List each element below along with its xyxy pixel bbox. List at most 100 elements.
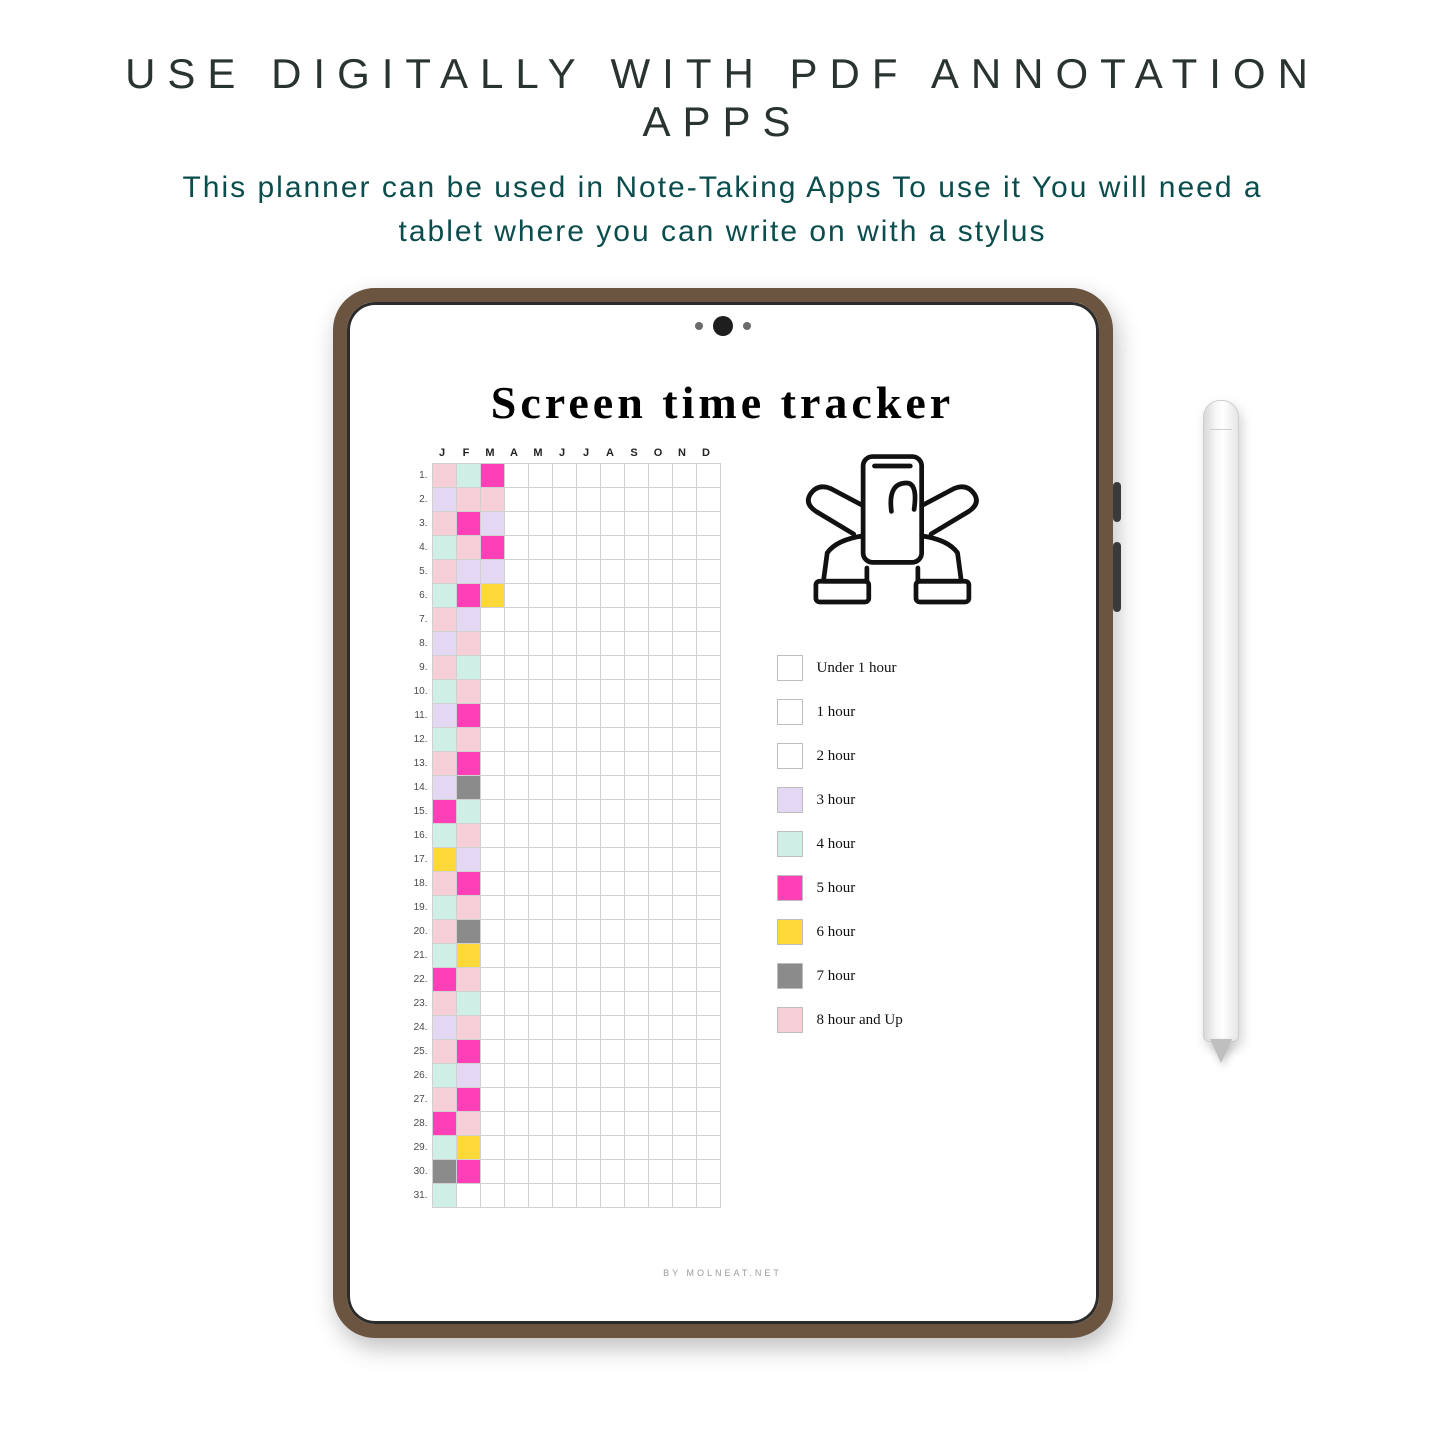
tracker-cell[interactable] [456, 488, 480, 512]
tracker-cell[interactable] [624, 920, 648, 944]
tracker-cell[interactable] [504, 656, 528, 680]
tracker-cell[interactable] [648, 824, 672, 848]
tracker-cell[interactable] [600, 584, 624, 608]
tracker-cell[interactable] [504, 1184, 528, 1208]
tracker-cell[interactable] [600, 848, 624, 872]
tracker-cell[interactable] [576, 920, 600, 944]
tracker-cell[interactable] [672, 1160, 696, 1184]
tracker-cell[interactable] [456, 896, 480, 920]
tracker-cell[interactable] [552, 1088, 576, 1112]
tracker-cell[interactable] [624, 608, 648, 632]
tracker-cell[interactable] [552, 584, 576, 608]
tracker-cell[interactable] [552, 680, 576, 704]
tracker-cell[interactable] [576, 656, 600, 680]
tracker-cell[interactable] [456, 560, 480, 584]
tracker-cell[interactable] [576, 728, 600, 752]
tracker-cell[interactable] [504, 824, 528, 848]
tracker-cell[interactable] [624, 1040, 648, 1064]
tracker-cell[interactable] [648, 704, 672, 728]
tracker-cell[interactable] [432, 992, 456, 1016]
tracker-cell[interactable] [648, 968, 672, 992]
tracker-cell[interactable] [552, 1136, 576, 1160]
tracker-cell[interactable] [432, 1160, 456, 1184]
tracker-cell[interactable] [528, 680, 552, 704]
tracker-cell[interactable] [600, 680, 624, 704]
tracker-cell[interactable] [456, 1064, 480, 1088]
tracker-cell[interactable] [672, 512, 696, 536]
tracker-cell[interactable] [528, 704, 552, 728]
tracker-cell[interactable] [696, 728, 720, 752]
tracker-cell[interactable] [480, 920, 504, 944]
tracker-cell[interactable] [432, 848, 456, 872]
tracker-cell[interactable] [576, 896, 600, 920]
tracker-cell[interactable] [648, 608, 672, 632]
tracker-cell[interactable] [480, 512, 504, 536]
tracker-cell[interactable] [696, 992, 720, 1016]
tracker-cell[interactable] [576, 992, 600, 1016]
tracker-cell[interactable] [624, 872, 648, 896]
tracker-cell[interactable] [576, 680, 600, 704]
tracker-cell[interactable] [672, 1064, 696, 1088]
tracker-cell[interactable] [576, 536, 600, 560]
tracker-cell[interactable] [432, 1064, 456, 1088]
tracker-cell[interactable] [480, 944, 504, 968]
tracker-cell[interactable] [672, 824, 696, 848]
tracker-cell[interactable] [648, 728, 672, 752]
tracker-cell[interactable] [648, 800, 672, 824]
tracker-cell[interactable] [600, 464, 624, 488]
tracker-cell[interactable] [648, 512, 672, 536]
tracker-cell[interactable] [600, 752, 624, 776]
tracker-cell[interactable] [600, 1040, 624, 1064]
tracker-cell[interactable] [672, 560, 696, 584]
tracker-cell[interactable] [552, 920, 576, 944]
tracker-cell[interactable] [696, 896, 720, 920]
tracker-cell[interactable] [528, 560, 552, 584]
tracker-cell[interactable] [552, 872, 576, 896]
tracker-cell[interactable] [552, 1064, 576, 1088]
tracker-cell[interactable] [624, 560, 648, 584]
tracker-cell[interactable] [672, 464, 696, 488]
tracker-cell[interactable] [528, 1160, 552, 1184]
tracker-cell[interactable] [672, 776, 696, 800]
tracker-cell[interactable] [480, 704, 504, 728]
tracker-cell[interactable] [480, 656, 504, 680]
tracker-cell[interactable] [480, 800, 504, 824]
tracker-cell[interactable] [576, 824, 600, 848]
tracker-cell[interactable] [624, 536, 648, 560]
tracker-cell[interactable] [672, 1040, 696, 1064]
tracker-cell[interactable] [504, 992, 528, 1016]
tracker-cell[interactable] [504, 1160, 528, 1184]
tracker-cell[interactable] [624, 704, 648, 728]
tracker-cell[interactable] [480, 632, 504, 656]
tracker-cell[interactable] [432, 800, 456, 824]
tracker-cell[interactable] [480, 872, 504, 896]
tracker-cell[interactable] [528, 848, 552, 872]
tracker-cell[interactable] [600, 656, 624, 680]
tracker-cell[interactable] [624, 992, 648, 1016]
tracker-cell[interactable] [624, 776, 648, 800]
tracker-cell[interactable] [432, 608, 456, 632]
tracker-cell[interactable] [648, 920, 672, 944]
tracker-cell[interactable] [600, 1184, 624, 1208]
tracker-cell[interactable] [648, 848, 672, 872]
tracker-cell[interactable] [648, 1136, 672, 1160]
tracker-cell[interactable] [456, 1160, 480, 1184]
tracker-cell[interactable] [672, 752, 696, 776]
tracker-cell[interactable] [552, 848, 576, 872]
tracker-cell[interactable] [624, 512, 648, 536]
tracker-cell[interactable] [696, 824, 720, 848]
tracker-cell[interactable] [432, 680, 456, 704]
tracker-cell[interactable] [696, 1040, 720, 1064]
tracker-cell[interactable] [696, 656, 720, 680]
tracker-cell[interactable] [672, 584, 696, 608]
tracker-cell[interactable] [672, 536, 696, 560]
tracker-cell[interactable] [696, 800, 720, 824]
tracker-cell[interactable] [528, 1016, 552, 1040]
tracker-cell[interactable] [480, 1160, 504, 1184]
tracker-cell[interactable] [480, 896, 504, 920]
tracker-cell[interactable] [480, 752, 504, 776]
tracker-cell[interactable] [480, 824, 504, 848]
tracker-cell[interactable] [528, 944, 552, 968]
tracker-cell[interactable] [552, 728, 576, 752]
tracker-cell[interactable] [648, 560, 672, 584]
